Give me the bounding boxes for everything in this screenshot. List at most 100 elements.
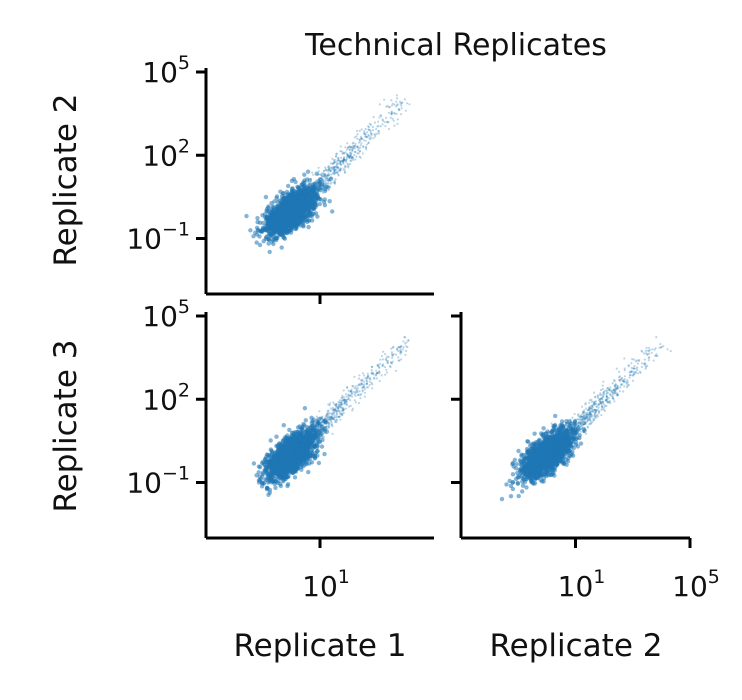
scatter-point [295, 444, 300, 449]
scatter-point [309, 183, 312, 187]
scatter-point [305, 457, 310, 462]
scatter-point [307, 181, 310, 184]
scatter-point [301, 433, 304, 436]
scatter-point [306, 188, 311, 193]
scatter-point [348, 155, 351, 158]
scatter-point [399, 102, 402, 105]
scatter-point [336, 159, 339, 162]
scatter-point [386, 355, 389, 358]
scatter-point [317, 433, 320, 436]
scatter-point [385, 105, 388, 108]
scatter-point [390, 110, 393, 113]
scatter-point [350, 392, 353, 395]
scatter-point [269, 468, 274, 473]
scatter-point [343, 152, 346, 155]
scatter-point [324, 174, 327, 177]
scatter-point [329, 412, 332, 415]
scatter-point [322, 179, 325, 182]
y-tick-label: 102 [142, 135, 190, 172]
scatter-point [311, 200, 316, 205]
scatter-point [388, 106, 391, 109]
scatter-point [388, 105, 391, 109]
scatter-point [337, 407, 340, 410]
scatter-point [333, 167, 336, 170]
scatter-point [309, 213, 314, 219]
scatter-point [322, 181, 325, 184]
scatter-point [282, 202, 285, 205]
scatter-point [266, 480, 271, 485]
scatter-point [368, 383, 371, 387]
scatter-point [343, 158, 346, 161]
scatter-point [366, 136, 369, 139]
scatter-point [287, 193, 292, 198]
scatter-point [367, 128, 370, 131]
scatter-point [332, 172, 335, 176]
scatter-point [395, 105, 398, 108]
scatter-point [348, 145, 351, 148]
scatter-point [347, 389, 350, 392]
scatter-point [346, 162, 349, 165]
scatter-point [361, 378, 364, 381]
scatter-point [327, 165, 330, 169]
scatter-point [358, 390, 361, 393]
scatter-point [352, 141, 355, 144]
scatter-points [251, 336, 410, 497]
scatter-point [253, 230, 258, 235]
scatter-point [284, 474, 289, 480]
scatter-point [308, 432, 313, 437]
scatter-point [370, 365, 374, 368]
scatter-point [344, 151, 347, 154]
scatter-point [294, 209, 299, 214]
scatter-point [263, 226, 268, 232]
scatter-point [381, 358, 385, 361]
scatter-point [344, 165, 347, 168]
scatter-point [344, 146, 347, 149]
scatter-point [327, 179, 330, 182]
scatter-point [316, 179, 321, 184]
scatter-point [312, 173, 315, 176]
scatter-point [300, 456, 303, 459]
scatter-point [313, 211, 319, 216]
scatter-point [402, 346, 405, 349]
scatter-point [325, 174, 328, 177]
scatter-point [375, 369, 378, 372]
scatter-point [387, 128, 390, 131]
scatter-point [378, 365, 381, 369]
scatter-point [343, 169, 346, 172]
scatter-point [260, 213, 265, 218]
scatter-point [330, 181, 333, 184]
scatter-point [375, 377, 379, 380]
scatter-point [331, 412, 334, 415]
scatter-point [364, 127, 367, 131]
scatter-point [319, 176, 322, 180]
scatter-point [294, 434, 299, 439]
scatter-point [378, 372, 381, 375]
scatter-point [320, 416, 323, 419]
scatter-point [378, 362, 382, 365]
scatter-point [324, 181, 327, 184]
scatter-point [337, 415, 340, 418]
scatter-point [322, 173, 325, 176]
scatter-point [302, 423, 307, 428]
scatter-point [365, 146, 368, 149]
scatter-point [317, 422, 320, 425]
scatter-points [244, 94, 411, 255]
scatter-point [333, 171, 336, 174]
scatter-point [367, 386, 370, 389]
scatter-point [323, 169, 326, 172]
scatter-point [306, 426, 309, 429]
scatter-point [321, 175, 324, 178]
scatter-point [351, 409, 354, 412]
scatter-point [336, 165, 339, 168]
scatter-point [330, 166, 333, 170]
scatter-point [321, 184, 324, 187]
scatter-point [405, 341, 408, 344]
scatter-point [345, 403, 348, 406]
scatter-point [406, 102, 409, 105]
scatter-point [319, 173, 322, 176]
scatter-point [337, 173, 340, 176]
scatter-point [328, 422, 331, 425]
scatter-point [341, 403, 344, 406]
